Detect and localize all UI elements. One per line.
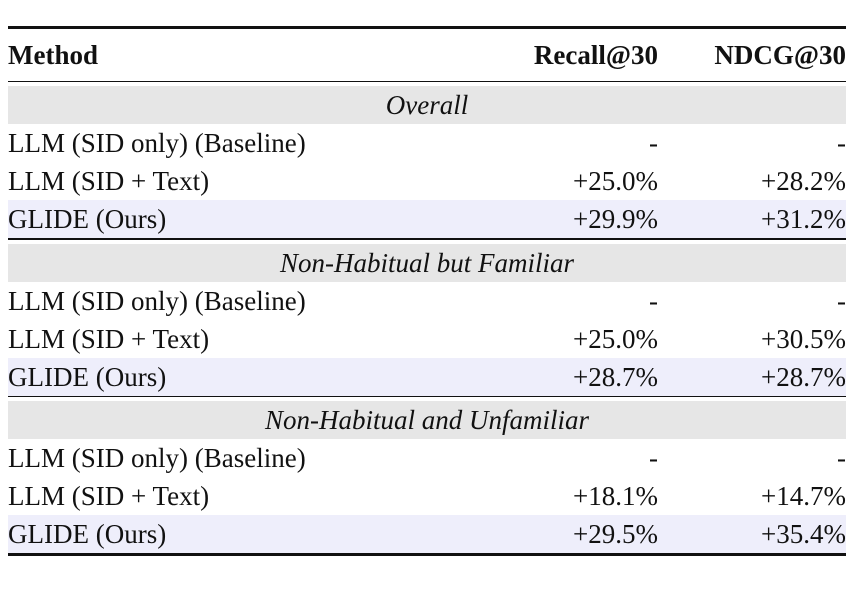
bottom-rule: [8, 553, 846, 556]
cell-recall: +29.9%: [573, 204, 658, 234]
cell-method: GLIDE (Ours): [8, 519, 167, 549]
section-title-familiar: Non-Habitual but Familiar: [8, 243, 846, 282]
top-rule: [8, 26, 846, 29]
cell-ndcg: -: [837, 443, 846, 473]
table-row: LLM (SID only) (Baseline) - -: [8, 439, 846, 477]
cell-recall: -: [649, 128, 658, 158]
section-title-unfamiliar: Non-Habitual and Unfamiliar: [8, 401, 846, 439]
cell-recall: +25.0%: [573, 166, 658, 196]
cell-ndcg: +28.7%: [761, 361, 846, 392]
cell-ndcg: +30.5%: [761, 323, 846, 354]
cell-recall: +18.1%: [573, 481, 658, 511]
cell-method: LLM (SID only) (Baseline): [8, 128, 306, 158]
table-row-highlight: GLIDE (Ours) +29.9% +31.2%: [8, 200, 846, 238]
cell-ndcg: +31.2%: [761, 204, 846, 234]
header-rule: [8, 80, 846, 82]
header-ndcg: NDCG@30: [714, 39, 846, 70]
cell-ndcg: -: [837, 128, 846, 158]
cell-method: GLIDE (Ours): [8, 361, 167, 392]
table-row: LLM (SID + Text) +25.0% +30.5%: [8, 320, 846, 358]
header-method: Method: [8, 39, 98, 70]
cell-ndcg: -: [837, 285, 846, 316]
table-row-highlight: GLIDE (Ours) +28.7% +28.7%: [8, 357, 846, 396]
cell-ndcg: +35.4%: [761, 519, 846, 549]
cell-ndcg: +28.2%: [761, 166, 846, 196]
table-row: LLM (SID + Text) +18.1% +14.7%: [8, 477, 846, 515]
cell-method: GLIDE (Ours): [8, 204, 167, 234]
cell-recall: -: [649, 443, 658, 473]
cell-method: LLM (SID + Text): [8, 166, 210, 196]
cell-method: LLM (SID only) (Baseline): [8, 443, 306, 473]
cell-method: LLM (SID + Text): [8, 323, 210, 354]
section-rule: [8, 238, 846, 240]
header-row: Method Recall@30 NDCG@30: [8, 29, 846, 81]
cell-ndcg: +14.7%: [761, 481, 846, 511]
cell-method: LLM (SID + Text): [8, 481, 210, 511]
cell-recall: -: [649, 285, 658, 316]
cell-recall: +25.0%: [573, 323, 658, 354]
cell-recall: +28.7%: [573, 361, 658, 392]
section-rule: [8, 395, 846, 397]
table-row: LLM (SID only) (Baseline) - -: [8, 124, 846, 162]
results-table: Method Recall@30 NDCG@30 Overall LLM (SI…: [8, 26, 846, 556]
cell-method: LLM (SID only) (Baseline): [8, 285, 306, 316]
cell-recall: +29.5%: [573, 519, 658, 549]
header-recall: Recall@30: [533, 39, 658, 70]
table-row: LLM (SID + Text) +25.0% +28.2%: [8, 162, 846, 200]
section-title-overall: Overall: [8, 86, 846, 124]
table-row-highlight: GLIDE (Ours) +29.5% +35.4%: [8, 515, 846, 553]
table-row: LLM (SID only) (Baseline) - -: [8, 282, 846, 320]
